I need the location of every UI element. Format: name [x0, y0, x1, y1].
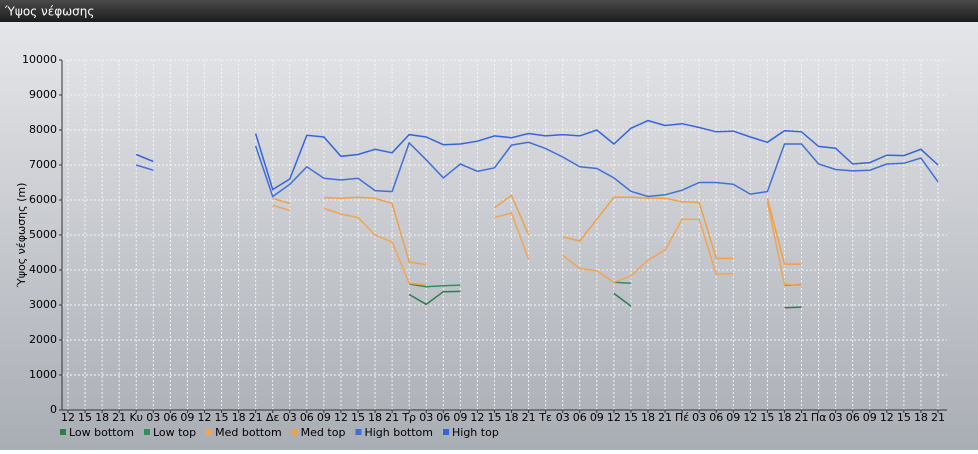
- x-tick-label: 18: [368, 411, 382, 424]
- x-tick-label: Κυ: [129, 411, 143, 424]
- legend-label: Low bottom: [69, 426, 134, 439]
- x-tick-label: 09: [317, 411, 331, 424]
- x-tick-label: 12: [743, 411, 757, 424]
- x-tick-label: 12: [197, 411, 211, 424]
- y-tick-label: 4000: [29, 263, 57, 276]
- x-tick-label: 06: [846, 411, 860, 424]
- x-tick-label: 21: [112, 411, 126, 424]
- x-tick-label: 15: [897, 411, 911, 424]
- x-tick-label: 21: [249, 411, 263, 424]
- y-tick-label: 10000: [22, 53, 57, 66]
- x-tick-label: 18: [505, 411, 519, 424]
- legend-swatch: [291, 429, 298, 435]
- title-bar: [0, 0, 978, 22]
- y-tick-label: 7000: [29, 158, 57, 171]
- x-tick-label: 18: [914, 411, 928, 424]
- x-tick-label: 03: [419, 411, 433, 424]
- x-tick-label: 09: [453, 411, 467, 424]
- x-tick-label: 09: [863, 411, 877, 424]
- x-tick-label: 21: [658, 411, 672, 424]
- legend-swatch: [143, 429, 150, 435]
- x-tick-label: 03: [283, 411, 297, 424]
- x-tick-label: 18: [232, 411, 246, 424]
- x-tick-label: 15: [760, 411, 774, 424]
- legend-label: Low top: [153, 426, 196, 439]
- x-tick-label: 03: [692, 411, 706, 424]
- legend-label: Med top: [301, 426, 346, 439]
- y-tick-label: 3000: [29, 298, 57, 311]
- series-line: [272, 194, 802, 266]
- y-tick-label: 9000: [29, 88, 57, 101]
- legend-swatch: [206, 429, 213, 435]
- x-tick-label: 03: [146, 411, 160, 424]
- x-tick-label: 15: [624, 411, 638, 424]
- y-tick-label: 0: [50, 403, 57, 416]
- series-line: [135, 119, 939, 191]
- x-tick-label: 18: [95, 411, 109, 424]
- y-tick-label: 5000: [29, 228, 57, 241]
- x-tick-label: 06: [300, 411, 314, 424]
- x-tick-label: 09: [726, 411, 740, 424]
- x-tick-label: 15: [351, 411, 365, 424]
- y-axis-label: Ύψος νέφωσης (m): [15, 183, 28, 289]
- x-tick-label: 12: [880, 411, 894, 424]
- y-tick-label: 8000: [29, 123, 57, 136]
- series-line: [272, 201, 802, 286]
- x-tick-label: 21: [385, 411, 399, 424]
- x-tick-label: 12: [334, 411, 348, 424]
- y-tick-label: 6000: [29, 193, 57, 206]
- x-tick-label: Τε: [538, 411, 552, 424]
- x-tick-label: 06: [709, 411, 723, 424]
- legend-label: High bottom: [364, 426, 433, 439]
- x-tick-label: 12: [61, 411, 75, 424]
- series-line: [408, 290, 802, 309]
- x-tick-label: 03: [829, 411, 843, 424]
- legend-label: High top: [452, 426, 499, 439]
- legend-label: Med bottom: [215, 426, 282, 439]
- x-tick-label: Δε: [266, 411, 280, 424]
- x-tick-label: Πέ: [675, 411, 689, 424]
- x-tick-label: 09: [180, 411, 194, 424]
- x-tick-label: 06: [436, 411, 450, 424]
- x-tick-label: 03: [556, 411, 570, 424]
- x-tick-label: 18: [777, 411, 791, 424]
- x-tick-label: Τρ: [401, 411, 416, 424]
- legend-swatch: [355, 429, 362, 435]
- x-tick-label: 15: [487, 411, 501, 424]
- x-tick-label: 06: [573, 411, 587, 424]
- x-tick-label: 15: [215, 411, 229, 424]
- legend-swatch: [60, 429, 66, 435]
- x-tick-label: 12: [470, 411, 484, 424]
- y-tick-label: 2000: [29, 333, 57, 346]
- x-tick-label: 09: [590, 411, 604, 424]
- chart-title: Ύψος νέφωσης: [4, 5, 94, 19]
- x-tick-label: 21: [931, 411, 945, 424]
- x-tick-label: 06: [163, 411, 177, 424]
- x-tick-label: 18: [641, 411, 655, 424]
- y-tick-label: 1000: [29, 368, 57, 381]
- x-tick-label: 21: [795, 411, 809, 424]
- x-tick-label: 12: [607, 411, 621, 424]
- series-line: [135, 141, 939, 198]
- x-tick-label: Πα: [811, 411, 827, 424]
- legend-swatch: [443, 429, 449, 435]
- x-tick-label: 21: [522, 411, 536, 424]
- x-tick-label: 15: [78, 411, 92, 424]
